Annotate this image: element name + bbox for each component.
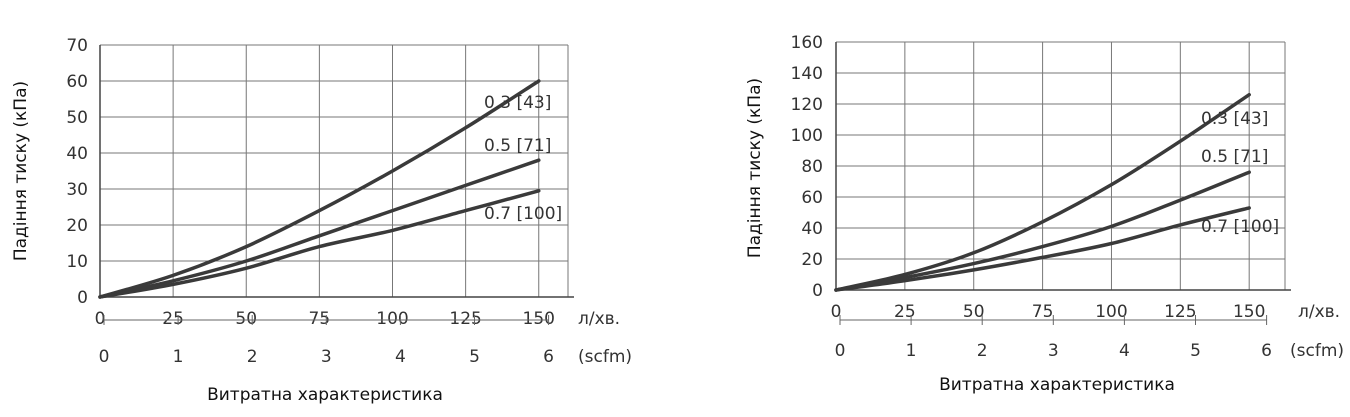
x-tick-label: 50: [235, 309, 257, 329]
x-axis-label: Витратна характеристика: [939, 375, 1175, 395]
x-tick-label: 150: [1233, 302, 1265, 322]
series-line-1: [834, 170, 1251, 292]
y-tick-label: 0: [77, 288, 88, 308]
x-unit-label: л/хв.: [1298, 302, 1340, 322]
x-tick-label: 125: [1164, 302, 1196, 322]
series-label: 0.7 [100]: [1201, 217, 1279, 237]
scfm-tick-label: 5: [1190, 341, 1201, 361]
scfm-tick-label: 0: [835, 341, 846, 361]
x-tick-label: 75: [309, 309, 331, 329]
y-tick-label: 0: [812, 281, 823, 301]
scfm-tick-label: 1: [173, 347, 184, 367]
x-tick-label: 75: [1032, 302, 1054, 322]
scfm-tick-label: 5: [469, 347, 480, 367]
series-label: 0.3 [43]: [484, 93, 551, 113]
x-tick-label: 150: [523, 309, 555, 329]
y-tick-label: 20: [66, 216, 88, 236]
x-tick-label: 25: [162, 309, 184, 329]
series-line-0: [834, 92, 1251, 292]
series-label: 0.5 [71]: [1201, 147, 1268, 167]
series-line-1: [98, 158, 541, 299]
scfm-unit-label: (scfm): [1290, 341, 1344, 361]
y-tick-label: 10: [66, 252, 88, 272]
y-tick-label: 100: [791, 126, 823, 146]
x-unit-label: л/хв.: [578, 309, 620, 329]
y-axis-label: Падіння тиску (кПа): [745, 78, 765, 258]
scfm-tick-label: 3: [1048, 341, 1059, 361]
scfm-tick-label: 1: [906, 341, 917, 361]
scfm-tick-label: 2: [247, 347, 258, 367]
scfm-tick-label: 4: [395, 347, 406, 367]
series-line-2: [834, 206, 1251, 292]
y-tick-label: 20: [801, 250, 823, 270]
x-tick-label: 100: [376, 309, 408, 329]
x-tick-label: 100: [1095, 302, 1127, 322]
series-label: 0.5 [71]: [484, 136, 551, 156]
x-tick-label: 50: [963, 302, 985, 322]
series-label: 0.7 [100]: [484, 204, 562, 224]
y-tick-label: 60: [66, 72, 88, 92]
series-line-2: [98, 189, 541, 299]
y-tick-label: 160: [791, 33, 823, 53]
scfm-unit-label: (scfm): [578, 347, 632, 367]
scfm-tick-label: 6: [1261, 341, 1272, 361]
y-tick-label: 70: [66, 36, 88, 56]
x-tick-label: 25: [894, 302, 916, 322]
chart-left: 0 10 20 30 40 50 60 70 0 25 50 75 100 125 150 л/хв. 0 1 2 3…: [11, 36, 632, 405]
scfm-tick-label: 4: [1119, 341, 1130, 361]
y-tick-label: 120: [791, 95, 823, 115]
y-tick-label: 40: [66, 144, 88, 164]
x-tick-label: 0: [831, 302, 842, 322]
x-axis-label: Витратна характеристика: [207, 385, 443, 405]
y-tick-label: 60: [801, 188, 823, 208]
series-label: 0.3 [43]: [1201, 109, 1268, 129]
x-tick-label: 0: [95, 309, 106, 329]
x-tick-label: 125: [449, 309, 481, 329]
y-tick-label: 30: [66, 180, 88, 200]
y-tick-label: 40: [801, 219, 823, 239]
scfm-tick-label: 0: [99, 347, 110, 367]
y-tick-label: 80: [801, 157, 823, 177]
y-tick-label: 140: [791, 64, 823, 84]
series-line-0: [98, 79, 541, 299]
y-axis-label: Падіння тиску (кПа): [11, 81, 31, 261]
scfm-tick-label: 3: [321, 347, 332, 367]
y-tick-label: 50: [66, 108, 88, 128]
scfm-tick-label: 2: [977, 341, 988, 361]
scfm-tick-label: 6: [543, 347, 554, 367]
